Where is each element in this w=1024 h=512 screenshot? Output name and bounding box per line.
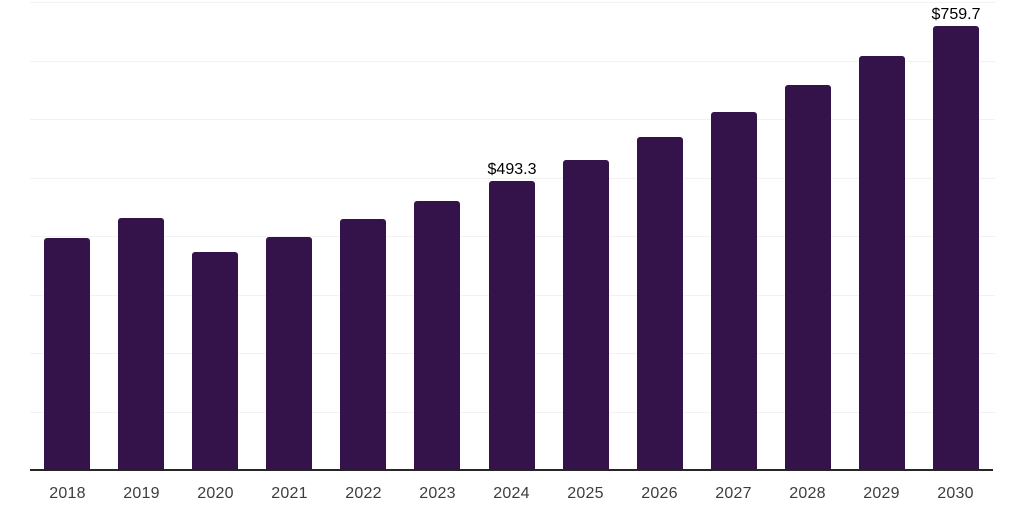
- gridline-700: [30, 61, 995, 62]
- x-tick-2026: 2026: [641, 485, 678, 502]
- x-tick-2023: 2023: [419, 485, 456, 502]
- bar-2026: [637, 137, 683, 470]
- bar-2030: [933, 26, 979, 470]
- plot-area: 2018 2019 2020 2021 2022 2023 2024 $493.3 2025 20…: [30, 0, 1024, 512]
- x-tick-2027: 2027: [715, 485, 752, 502]
- gridline-600: [30, 119, 995, 120]
- bar-2023: [414, 201, 460, 470]
- x-tick-2022: 2022: [345, 485, 382, 502]
- bar-2025: [563, 160, 609, 470]
- bar-2021: [266, 237, 312, 470]
- value-label-2030: $759.7: [931, 6, 981, 23]
- x-tick-2025: 2025: [567, 485, 604, 502]
- gridline-800: [30, 2, 995, 3]
- x-tick-2018: 2018: [49, 485, 86, 502]
- x-tick-2029: 2029: [863, 485, 900, 502]
- value-label-2024: $493.3: [487, 161, 537, 178]
- x-tick-2021: 2021: [271, 485, 308, 502]
- bar-2024: [489, 181, 535, 470]
- bar-2019: [118, 218, 164, 470]
- bar-2018: [44, 238, 90, 470]
- gridline-500: [30, 178, 995, 179]
- x-tick-2020: 2020: [197, 485, 234, 502]
- bar-2028: [785, 85, 831, 470]
- bar-2027: [711, 112, 757, 470]
- x-axis-line: [30, 469, 993, 471]
- bar-2029: [859, 56, 905, 470]
- x-tick-2030: 2030: [937, 485, 974, 502]
- x-tick-2024: 2024: [493, 485, 530, 502]
- x-tick-2019: 2019: [123, 485, 160, 502]
- bar-2020: [192, 252, 238, 470]
- bar-2022: [340, 219, 386, 470]
- x-tick-2028: 2028: [789, 485, 826, 502]
